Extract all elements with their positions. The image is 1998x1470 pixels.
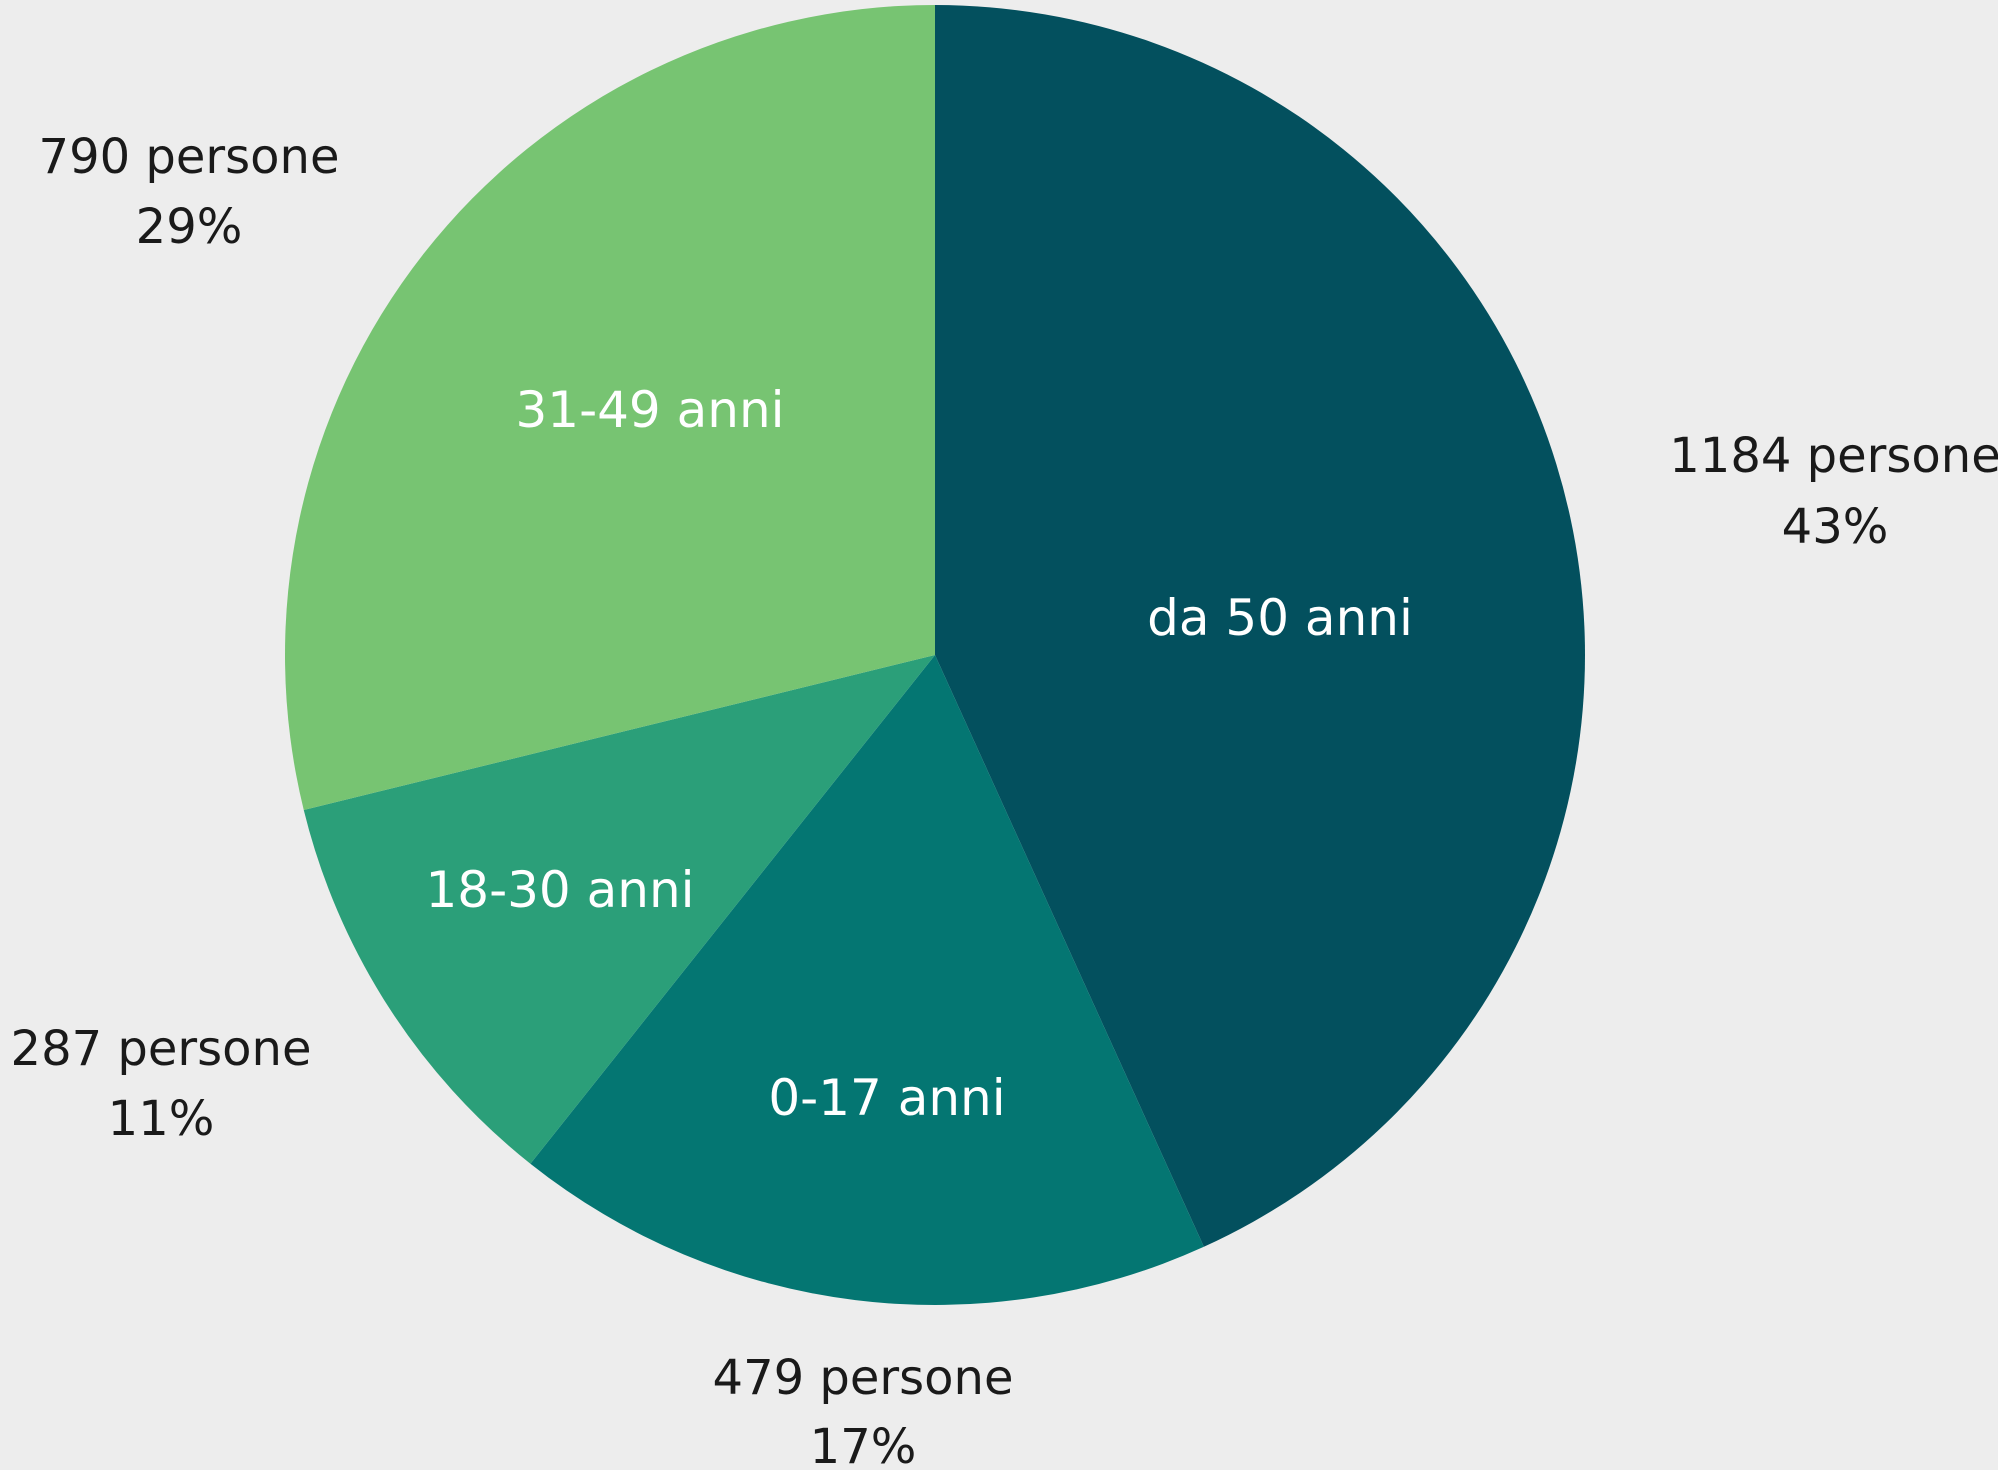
percent-label-0-17-anni: 17%	[810, 1419, 917, 1470]
outer-labels: 1184 persone 43% 479 persone 17% 287 per…	[11, 129, 1998, 1470]
percent-label-31-49-anni: 29%	[136, 199, 243, 255]
percent-label-18-30-anni: 11%	[108, 1091, 215, 1147]
pie-slices	[284, 5, 1586, 1305]
slice-label-31-49-anni: 31-49 anni	[515, 381, 784, 439]
slice-label-0-17-anni: 0-17 anni	[768, 1069, 1005, 1127]
pie-slice-31-49-anni	[284, 5, 935, 810]
slice-labels: da 50 anni 0-17 anni 18-30 anni 31-49 an…	[425, 381, 1412, 1127]
pie-slice-18-30-anni	[303, 655, 935, 1164]
slice-label-da-50-anni: da 50 anni	[1147, 589, 1413, 647]
pie-slice-0-17-anni	[530, 655, 1204, 1305]
pie-slice-da-50-anni	[935, 5, 1586, 1247]
percent-label-da-50-anni: 43%	[1782, 499, 1889, 555]
count-label-0-17-anni: 479 persone	[713, 1350, 1014, 1406]
count-label-31-49-anni: 790 persone	[39, 129, 340, 185]
slice-label-18-30-anni: 18-30 anni	[425, 861, 694, 919]
count-label-18-30-anni: 287 persone	[11, 1021, 312, 1077]
count-label-da-50-anni: 1184 persone	[1669, 428, 1998, 484]
